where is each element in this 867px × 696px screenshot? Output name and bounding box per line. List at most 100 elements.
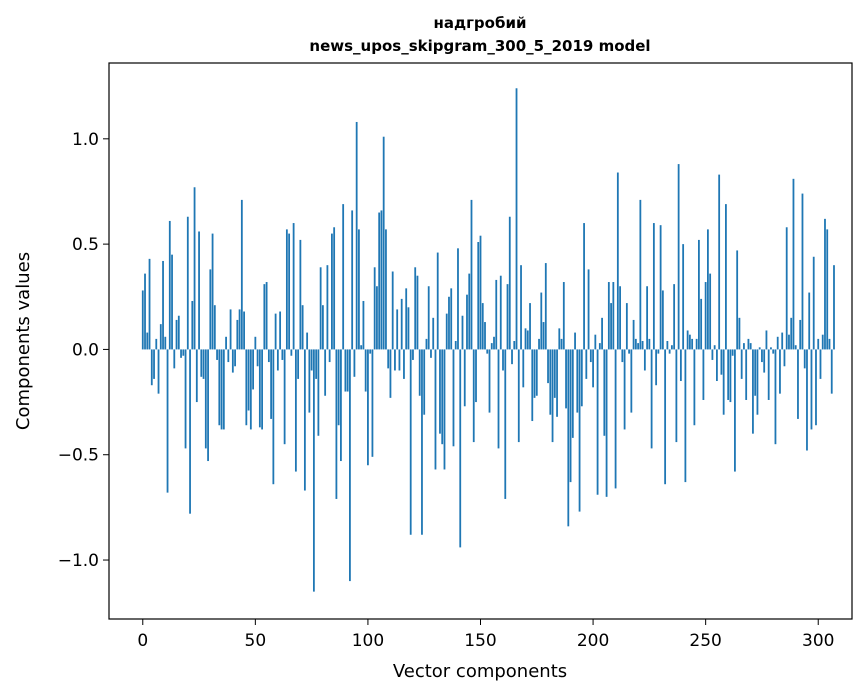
bar-175 [535,349,538,396]
bar-35 [220,349,223,430]
bar-273 [756,349,759,415]
bar-236 [673,284,676,350]
bar-34 [218,349,221,426]
bar-15 [175,319,178,350]
bar-87 [337,349,340,426]
y-tick-label: 1.0 [72,130,99,150]
bar-281 [774,349,777,445]
bar-209 [612,282,615,350]
bar-128 [430,349,432,358]
bar-93 [351,210,354,350]
bar-212 [619,286,621,350]
bar-99 [364,349,367,392]
bar-56 [267,349,270,363]
bar-139 [454,341,457,350]
bar-280 [772,349,775,354]
x-tick-label: 250 [689,631,721,651]
bar-127 [427,286,430,350]
bar-109 [387,349,390,369]
bar-155 [490,343,493,350]
bar-160 [502,349,504,371]
bar-124 [421,349,423,535]
bar-140 [457,248,459,350]
bar-102 [371,349,374,457]
bar-302 [821,334,824,350]
bar-254 [713,345,716,350]
bar-2 [146,332,149,350]
bar-22 [191,300,194,350]
bar-46 [245,349,248,426]
bar-98 [362,300,365,350]
bar-303 [824,218,826,350]
bar-211 [616,172,619,350]
bar-111 [391,271,394,350]
bar-149 [477,242,480,350]
bar-172 [529,303,531,350]
bar-23 [193,187,196,350]
bar-298 [812,256,815,350]
bar-173 [531,349,534,422]
bar-233 [666,341,669,350]
bar-249 [702,349,705,400]
bar-95 [355,121,358,350]
bar-54 [263,284,266,350]
bar-126 [425,338,428,350]
bar-301 [819,349,822,379]
bar-195 [580,349,583,407]
bar-159 [499,275,502,350]
bar-232 [664,349,667,485]
bar-12 [168,220,171,350]
bar-156 [493,336,495,350]
bar-167 [517,349,520,443]
bar-75 [310,349,313,371]
bar-285 [783,349,786,367]
bar-153 [486,349,489,354]
x-axis-ticks: 0 50 100 150 200 250 300 [137,619,834,651]
bar-112 [394,349,396,371]
bar-228 [655,349,658,386]
y-axis-label: Components values [13,252,34,430]
bar-241 [684,349,687,483]
bar-276 [763,349,766,373]
bar-180 [547,349,549,384]
bar-168 [520,265,522,350]
bar-210 [614,349,617,489]
bar-31 [211,233,214,350]
bar-266 [740,349,743,379]
bar-213 [621,349,624,363]
bar-224 [646,286,649,350]
x-tick-label: 200 [577,631,609,651]
bar-19 [184,349,187,449]
bar-146 [470,199,473,350]
bar-184 [556,349,558,417]
bar-89 [342,204,345,350]
bar-78 [317,349,320,436]
bar-292 [799,319,802,350]
bar-41 [234,349,236,367]
bar-138 [452,349,455,447]
bar-117 [405,288,408,350]
x-tick-label: 0 [137,631,148,651]
bar-170 [524,328,527,350]
bar-90 [344,349,347,392]
bar-187 [562,282,565,350]
bar-271 [752,349,754,434]
bar-106 [380,210,383,350]
plot-frame [108,62,853,620]
bar-122 [416,275,419,350]
bar-130 [434,349,437,470]
bar-57 [270,349,273,419]
bar-48 [249,349,252,430]
bar-200 [592,349,594,388]
bar-1 [144,273,146,350]
bar-131 [436,252,439,350]
bar-58 [272,349,275,485]
bar-116 [403,349,405,379]
bar-105 [378,212,381,350]
bar-63 [283,349,286,445]
bar-125 [423,349,426,415]
bar-250 [704,282,707,350]
bar-17 [180,349,182,358]
bar-9 [162,260,164,350]
bar-255 [716,349,718,382]
